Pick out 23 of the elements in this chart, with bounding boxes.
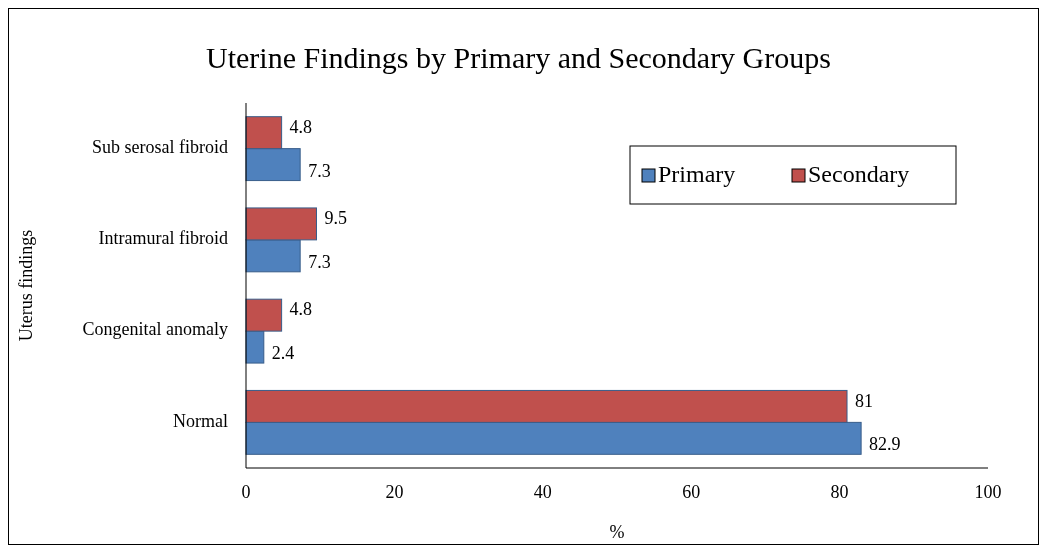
x-tick-label: 40: [533, 482, 552, 502]
x-tick-label: 80: [830, 482, 849, 502]
x-tick-label: 20: [385, 482, 404, 502]
chart-title: Uterine Findings by Primary and Secondary Groups: [206, 41, 831, 74]
data-label: 7.3: [308, 160, 331, 181]
y-tick-label: Normal: [173, 410, 228, 431]
x-tick-label: 60: [682, 482, 701, 502]
x-tick-label: 100: [974, 482, 1002, 502]
data-label: 82.9: [869, 434, 901, 455]
y-tick-label: Intramural fibroid: [98, 228, 228, 248]
x-tick-label: 0: [241, 482, 251, 502]
y-tick-label: Sub serosal fibroid: [92, 136, 228, 157]
legend-label: Secondary: [808, 160, 910, 187]
y-tick-label: Congenital anomaly: [82, 319, 228, 340]
x-axis-title: %: [609, 522, 625, 542]
data-label: 2.4: [271, 343, 295, 364]
data-label: 4.8: [289, 116, 313, 137]
data-label: 4.8: [289, 299, 313, 320]
legend-label: Primary: [658, 160, 736, 187]
data-label: 9.5: [324, 208, 347, 229]
y-axis-title: Uterus findings: [16, 229, 37, 342]
data-label: 81: [855, 390, 874, 411]
data-label: 7.3: [308, 251, 331, 272]
